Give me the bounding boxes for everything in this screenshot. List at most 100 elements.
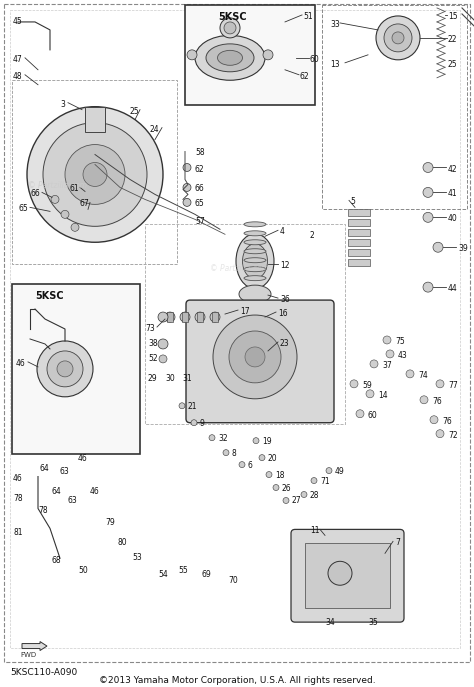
Text: 4: 4 <box>280 227 285 236</box>
Circle shape <box>423 212 433 223</box>
Bar <box>348 249 370 256</box>
Circle shape <box>245 347 265 367</box>
Circle shape <box>370 360 378 368</box>
Text: 65: 65 <box>195 199 205 208</box>
Text: 61: 61 <box>70 184 80 194</box>
Text: 66: 66 <box>195 184 205 194</box>
Circle shape <box>384 24 412 52</box>
Circle shape <box>165 312 175 322</box>
Text: 18: 18 <box>275 471 284 480</box>
Text: 64: 64 <box>52 486 62 495</box>
Circle shape <box>376 16 420 60</box>
Text: 7: 7 <box>395 539 400 548</box>
Circle shape <box>47 351 83 387</box>
Circle shape <box>253 438 259 444</box>
Circle shape <box>83 163 107 186</box>
Text: 52: 52 <box>148 354 158 363</box>
Circle shape <box>27 106 163 243</box>
Circle shape <box>273 484 279 491</box>
Text: 20: 20 <box>268 453 278 462</box>
FancyBboxPatch shape <box>186 300 334 423</box>
Circle shape <box>159 355 167 363</box>
Circle shape <box>195 312 205 322</box>
Text: 79: 79 <box>105 519 115 528</box>
Circle shape <box>223 449 229 455</box>
Circle shape <box>61 210 69 218</box>
Bar <box>182 312 188 322</box>
Text: 33: 33 <box>330 20 340 29</box>
Text: 34: 34 <box>325 618 335 627</box>
Bar <box>348 259 370 266</box>
Circle shape <box>436 380 444 388</box>
Circle shape <box>433 243 443 252</box>
Text: 27: 27 <box>292 497 301 506</box>
Text: 46: 46 <box>13 473 23 482</box>
Ellipse shape <box>206 44 254 71</box>
Circle shape <box>356 409 364 418</box>
Circle shape <box>423 188 433 197</box>
Ellipse shape <box>195 36 265 80</box>
Circle shape <box>191 420 197 426</box>
Bar <box>348 210 370 216</box>
Circle shape <box>283 497 289 504</box>
Text: 63: 63 <box>60 466 70 475</box>
Text: 69: 69 <box>202 570 212 579</box>
Text: 63: 63 <box>68 497 78 506</box>
Text: 26: 26 <box>282 484 292 493</box>
Text: 16: 16 <box>278 309 288 318</box>
Circle shape <box>239 462 245 468</box>
Circle shape <box>366 390 374 398</box>
Text: 66: 66 <box>30 190 40 199</box>
Text: 65: 65 <box>18 204 28 214</box>
Text: 72: 72 <box>448 431 457 440</box>
Text: 73: 73 <box>145 324 155 333</box>
Circle shape <box>51 195 59 203</box>
Ellipse shape <box>244 275 266 281</box>
Circle shape <box>187 50 197 60</box>
Text: 32: 32 <box>218 433 228 442</box>
Text: 39: 39 <box>458 245 468 254</box>
Text: 77: 77 <box>448 381 458 390</box>
Text: 51: 51 <box>303 12 313 21</box>
Circle shape <box>43 122 147 226</box>
Circle shape <box>229 331 281 383</box>
Text: 29: 29 <box>148 374 158 383</box>
Text: 42: 42 <box>448 164 457 174</box>
Circle shape <box>430 416 438 424</box>
Text: 11: 11 <box>310 526 319 535</box>
Text: 21: 21 <box>188 402 198 411</box>
FancyArrow shape <box>22 642 47 651</box>
Text: 31: 31 <box>182 374 191 383</box>
Text: 78: 78 <box>38 506 47 515</box>
Bar <box>185 5 315 104</box>
Bar <box>348 229 370 236</box>
Bar <box>12 284 140 453</box>
Text: 68: 68 <box>52 556 62 565</box>
Ellipse shape <box>218 50 243 65</box>
Circle shape <box>328 561 352 585</box>
Bar <box>348 239 370 246</box>
Ellipse shape <box>244 258 266 262</box>
Circle shape <box>423 282 433 292</box>
Text: 41: 41 <box>448 190 457 199</box>
Circle shape <box>179 403 185 409</box>
Text: 25: 25 <box>448 60 457 69</box>
Circle shape <box>210 312 220 322</box>
Text: 15: 15 <box>448 12 457 21</box>
Text: 81: 81 <box>13 528 22 537</box>
Bar <box>85 106 105 132</box>
Ellipse shape <box>244 249 266 254</box>
Text: 12: 12 <box>280 261 290 270</box>
Text: 60: 60 <box>310 55 320 64</box>
Text: 25: 25 <box>130 106 140 115</box>
Text: 5: 5 <box>350 197 355 206</box>
Text: 55: 55 <box>178 566 188 575</box>
Text: 47: 47 <box>13 55 23 64</box>
Text: 74: 74 <box>418 371 428 380</box>
Text: 19: 19 <box>262 437 272 446</box>
Circle shape <box>311 477 317 484</box>
Text: © Partzilla.com: © Partzilla.com <box>28 181 87 190</box>
Bar <box>12 80 177 264</box>
Text: 67: 67 <box>80 199 90 208</box>
Text: 30: 30 <box>165 374 175 383</box>
